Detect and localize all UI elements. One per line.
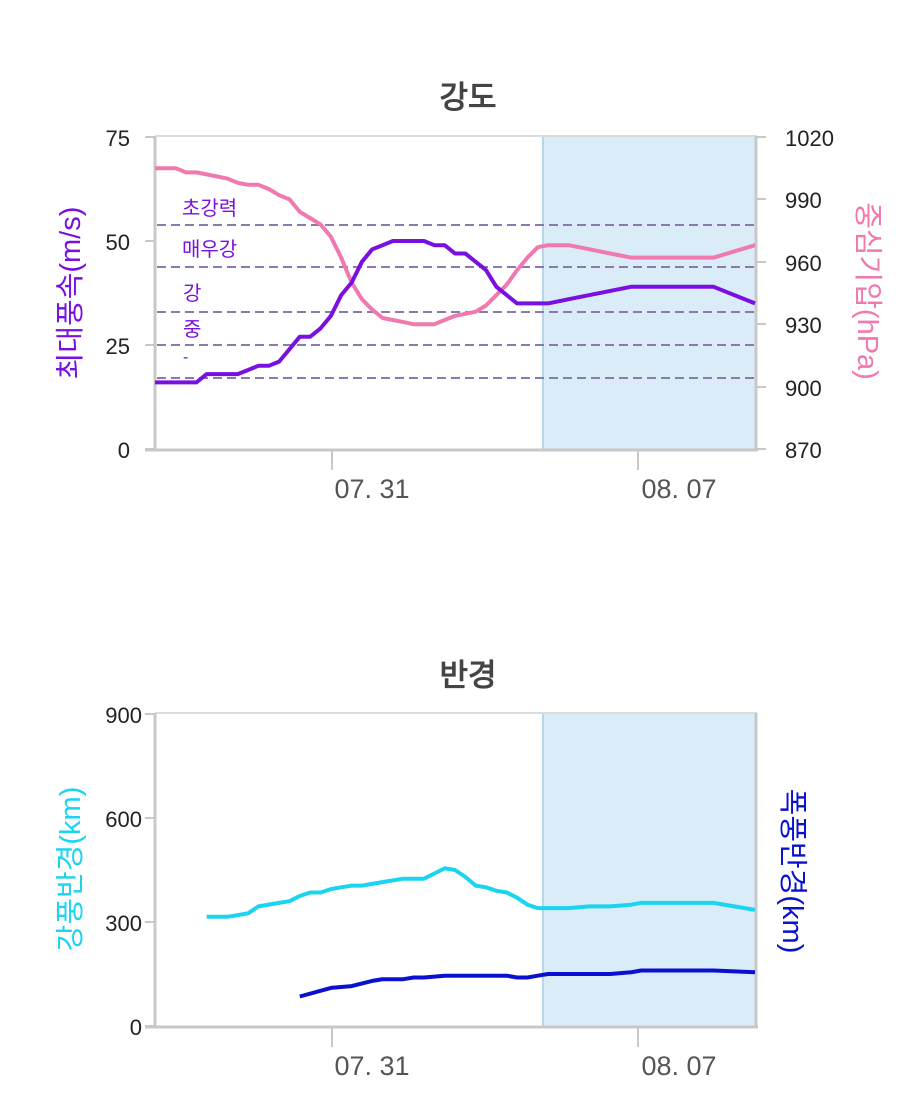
- radius-chart: 반경 900 600 300 0 07. 31 08. 07 강풍반경(km) …: [55, 658, 808, 1081]
- right-tick-label-960: 960: [785, 251, 822, 276]
- intensity-chart-title: 강도: [439, 80, 496, 115]
- left-tick-label-600: 600: [105, 807, 142, 832]
- left-tick-label-0: 0: [118, 438, 130, 463]
- x-tick-label-0731: 07. 31: [334, 1051, 409, 1081]
- threshold-label-superstrong: 초강력: [182, 197, 237, 220]
- right-tick-label-870: 870: [785, 438, 822, 463]
- left-tick-label-50: 50: [106, 230, 130, 255]
- intensity-chart: 강도 75 50 25 0 1020 990 960 930 900 870 0…: [54, 80, 883, 504]
- left-tick-label-300: 300: [105, 911, 142, 936]
- max-wind-series-line: [155, 239, 756, 385]
- threshold-label-strong: 강: [183, 282, 201, 305]
- threshold-label-medium: 중: [183, 319, 201, 341]
- pressure-series-line: [155, 166, 756, 327]
- right-tick-label-1020: 1020: [785, 126, 834, 151]
- storm-radius-series-line: [299, 968, 756, 999]
- x-tick-label-0731: 07. 31: [334, 474, 409, 504]
- radius-chart-title: 반경: [439, 658, 496, 693]
- right-axis-title: 폭풍반경(km): [776, 789, 808, 954]
- strong-wind-radius-series-line: [206, 866, 756, 919]
- right-axis-title: 중심기압(hPa): [851, 202, 883, 380]
- left-tick-label-0: 0: [130, 1015, 142, 1040]
- forecast-period-shade: [542, 137, 755, 449]
- right-tick-label-990: 990: [785, 188, 822, 213]
- left-tick-label-75: 75: [106, 126, 130, 151]
- x-tick-label-0807: 08. 07: [641, 1051, 716, 1081]
- left-tick-label-900: 900: [105, 703, 142, 728]
- x-tick-label-0807: 08. 07: [641, 474, 716, 504]
- forecast-period-shade: [542, 714, 755, 1026]
- left-axis-title: 강풍반경(km): [55, 787, 87, 952]
- threshold-label-verystrong: 매우강: [182, 238, 237, 261]
- threshold-label-weak: -: [183, 349, 188, 366]
- left-tick-label-25: 25: [106, 334, 130, 359]
- right-tick-label-930: 930: [785, 313, 822, 338]
- right-tick-label-900: 900: [785, 376, 822, 401]
- left-axis-title: 최대풍속(m/s): [54, 207, 87, 380]
